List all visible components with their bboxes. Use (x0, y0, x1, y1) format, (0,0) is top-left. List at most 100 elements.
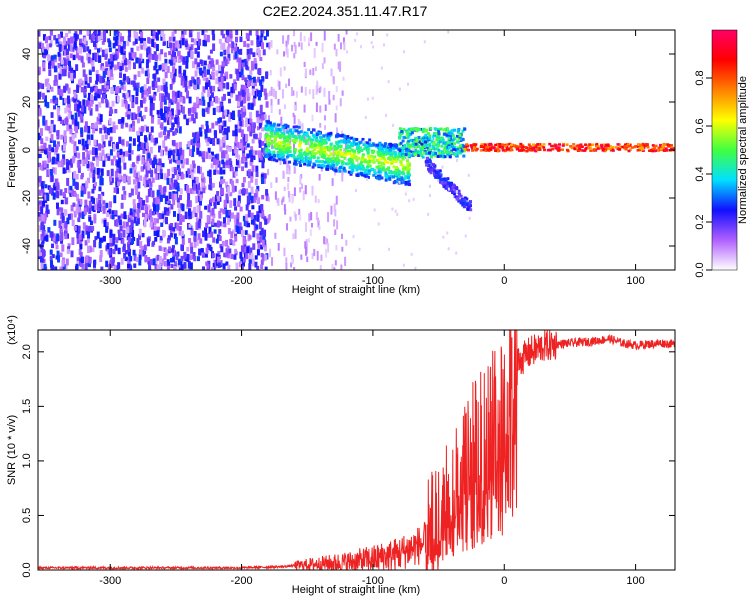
spectrogram-cell (48, 35, 52, 41)
spectrogram-cell (207, 80, 211, 85)
spectrogram-cell (146, 59, 150, 64)
spectrogram-cell (479, 149, 483, 152)
spectrogram-cell (170, 53, 174, 62)
spectrogram-cell (109, 65, 113, 71)
spectrogram-cell (327, 212, 330, 222)
spectrogram-cell (308, 144, 311, 153)
spectrogram-cell (257, 68, 261, 74)
spectrogram-cell (614, 146, 618, 149)
spectrogram-cell (354, 164, 358, 168)
spectrogram-cell (341, 233, 344, 240)
spectrogram-cell (432, 163, 436, 167)
spectrogram-cell (104, 48, 108, 54)
spectrogram-cell (277, 146, 281, 150)
spectrogram-cell (182, 72, 186, 79)
spectrogram-cell (386, 151, 390, 155)
spectrogram-cell (137, 191, 141, 200)
spectrogram-cell (125, 221, 129, 230)
spectrogram-cell (118, 136, 122, 144)
spectrogram-cell (44, 184, 48, 189)
spectrogram-cell (380, 176, 384, 180)
spectrogram-cell (285, 263, 288, 270)
spectrogram-cell (103, 35, 107, 43)
spectrogram-cell (63, 98, 67, 104)
spectrogram-cell (301, 160, 305, 164)
spectrogram-cell (226, 217, 230, 225)
spectrogram-cell (170, 114, 174, 120)
spectrogram-cell (455, 251, 458, 255)
spectrogram-cell (93, 30, 97, 35)
spectrogram-cell (146, 69, 150, 74)
spectrogram-cell (143, 44, 147, 51)
spectrogram-cell (183, 69, 187, 76)
spectrogram-cell (87, 191, 91, 199)
spectrogram-cell (330, 205, 333, 215)
spectrogram-cell (94, 122, 98, 129)
spectrogram-cell (144, 163, 148, 170)
spectrogram-cell (64, 65, 68, 70)
spectrogram-cell (261, 115, 265, 121)
spectrogram-cell (291, 44, 294, 52)
spectrogram-cell (604, 147, 608, 150)
spectrogram-cell (268, 135, 272, 139)
spectrogram-cell (538, 148, 542, 151)
spectrogram-cell (611, 149, 615, 152)
spectrogram-cell (238, 57, 242, 64)
spectrogram-cell (390, 143, 394, 147)
spectrogram-cell (267, 168, 270, 176)
spectrogram-cell (335, 134, 339, 138)
spectrogram-cell (364, 143, 368, 147)
spectrogram-cell (339, 98, 342, 107)
spectrogram-cell (535, 145, 539, 149)
spectrogram-cell (371, 96, 374, 100)
spectrogram-cell (84, 74, 88, 82)
spectrogram-cell (225, 160, 229, 166)
spectrogram-cell (170, 177, 174, 184)
spectrogram-cell (81, 212, 85, 220)
spectrogram-cell (292, 162, 296, 166)
spectrogram-cell (393, 151, 397, 155)
spectrogram-cell (98, 199, 102, 208)
spectrogram-cell (286, 36, 289, 45)
spectrogram-cell (109, 229, 113, 237)
spectrogram-cell (58, 44, 62, 52)
spectrogram-cell (276, 132, 280, 136)
spectrogram-cell (65, 48, 69, 56)
spectrogram-cell (122, 78, 126, 85)
spectrogram-cell (179, 147, 183, 155)
spectrogram-cell (302, 132, 306, 136)
spectrogram-cell (310, 211, 313, 221)
spectrogram-cell (143, 219, 147, 228)
spectrogram-cell (325, 248, 328, 258)
spectrogram-cell (177, 258, 181, 266)
spectrogram-cell (314, 134, 317, 143)
spectrogram-cell (395, 166, 399, 170)
spectrogram-cell (402, 127, 406, 131)
spectrogram-cell (239, 142, 243, 149)
spectrogram-cell (450, 132, 454, 136)
spectrogram-cell (281, 156, 285, 160)
spectrogram-cell (222, 33, 226, 39)
spectrogram-cell (342, 76, 345, 81)
spectrogram-cell (145, 179, 149, 185)
spectrogram-cell (101, 191, 105, 197)
spectrogram-cell (99, 127, 103, 134)
spectrogram-cell (469, 144, 473, 147)
spectrogram-cell (118, 62, 122, 68)
spectrogram-cell (202, 39, 206, 47)
spectrogram-cell (155, 218, 159, 224)
spectrogram-cell (290, 132, 294, 136)
spectrogram-cell (212, 64, 216, 72)
spectrogram-cell (96, 231, 100, 239)
spectrogram-cell (142, 249, 146, 257)
spectrogram-cell (208, 199, 212, 207)
spectrogram-cell (50, 119, 54, 128)
spectrogram-cell (91, 147, 95, 156)
spectrogram-cell (424, 144, 428, 148)
spectrogram-cell (196, 103, 200, 109)
spectrogram-cell (234, 248, 238, 254)
spectrogram-cell (40, 222, 44, 231)
spectrogram-cell (210, 151, 214, 156)
spectrogram-cell (251, 165, 255, 172)
spectrogram-cell (404, 182, 408, 186)
